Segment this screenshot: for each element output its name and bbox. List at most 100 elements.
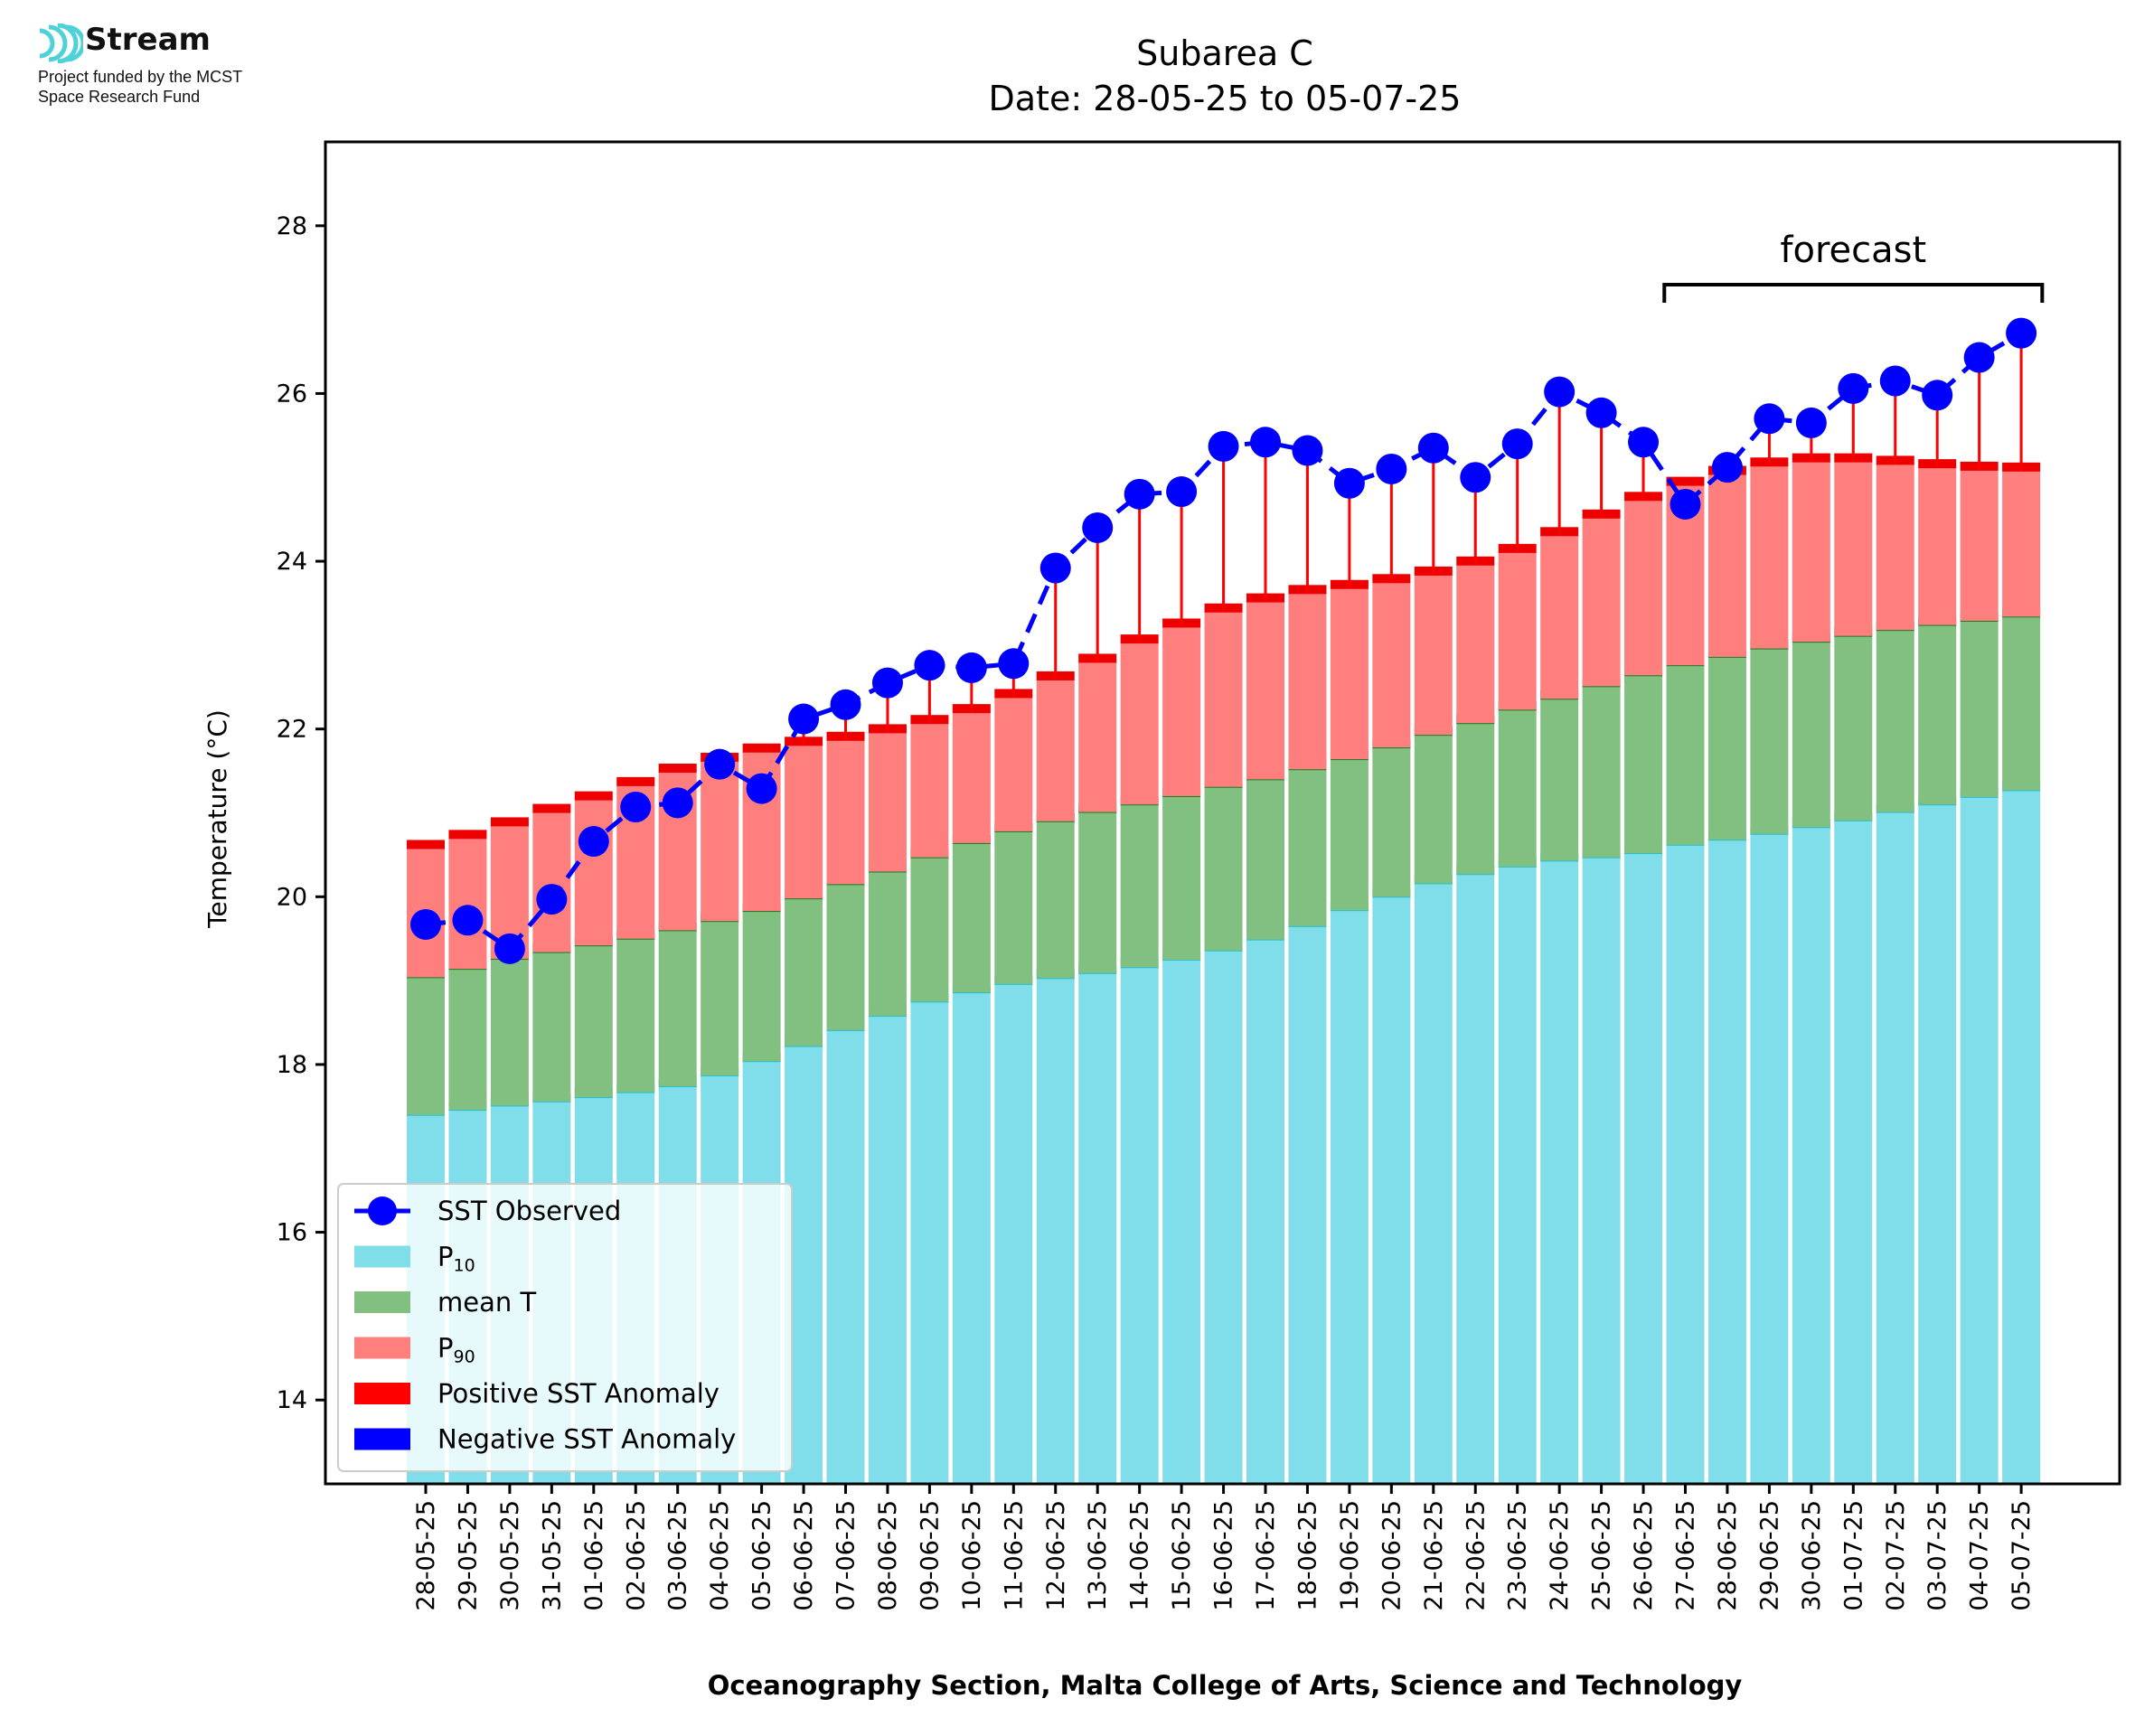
x-tick-label: 04-06-25 <box>706 1500 734 1611</box>
p90-bar <box>994 697 1033 831</box>
p10-bar <box>1120 967 1159 1484</box>
y-tick-label: 24 <box>277 548 307 576</box>
mean-t-bar <box>1456 723 1495 875</box>
forecast-bracket <box>1662 283 2045 303</box>
legend-swatch <box>354 1428 410 1450</box>
mean-t-bar <box>1540 699 1579 861</box>
mean-t-bar <box>1918 624 1957 805</box>
stream-logo: Stream Project funded by the MCST Space … <box>34 20 360 119</box>
p90-cap <box>574 791 613 801</box>
x-tick-label: 13-06-25 <box>1084 1500 1112 1611</box>
sst-observed-point <box>1670 488 1701 520</box>
x-tick-label: 15-06-25 <box>1168 1500 1196 1611</box>
mean-t-bar <box>1834 635 1873 821</box>
p90-cap <box>532 803 571 813</box>
mean-t-bar <box>1372 747 1411 897</box>
sst-observed-point <box>1082 511 1114 543</box>
x-tick-label: 22-06-25 <box>1462 1500 1490 1611</box>
y-tick-label: 16 <box>277 1219 307 1247</box>
sst-observed-point <box>1879 365 1911 397</box>
x-tick-label: 02-06-25 <box>622 1500 650 1611</box>
mean-t-bar <box>1078 812 1117 973</box>
x-tick-label: 02-07-25 <box>1882 1500 1910 1611</box>
x-tick-label: 05-06-25 <box>748 1500 776 1611</box>
sst-observed-point <box>1501 428 1533 460</box>
sst-observed-point <box>1376 453 1407 484</box>
mean-t-bar <box>910 857 949 1002</box>
p10-bar <box>1498 866 1537 1484</box>
mean-t-bar <box>574 945 613 1098</box>
legend-swatch <box>354 1383 410 1404</box>
p90-bar <box>2002 470 2041 617</box>
p90-bar <box>1372 582 1411 748</box>
forecast-label: forecast <box>1780 230 1926 271</box>
p90-bar <box>1456 564 1495 724</box>
p90-bar <box>1414 574 1453 736</box>
sst-observed-point <box>1417 432 1449 464</box>
mean-t-bar <box>658 930 697 1087</box>
mean-t-bar <box>785 898 823 1046</box>
x-tick-label: 03-07-25 <box>1924 1500 1952 1611</box>
p10-bar <box>952 992 991 1484</box>
y-tick-label: 26 <box>277 380 307 408</box>
sst-observed-point <box>1208 430 1239 462</box>
mean-t-bar <box>1876 630 1914 812</box>
mean-t-bar <box>1246 779 1284 940</box>
p90-bar <box>574 799 613 946</box>
p90-cap <box>407 840 445 849</box>
p90-bar <box>952 712 991 843</box>
sst-observed-point <box>1124 478 1155 510</box>
mean-t-bar <box>1750 648 1789 834</box>
x-tick-label: 04-07-25 <box>1966 1500 1994 1611</box>
mean-t-bar <box>1036 821 1075 979</box>
mean-t-bar <box>1707 656 1746 840</box>
mean-t-bar <box>952 842 991 993</box>
sst-observed-point <box>1838 372 1869 404</box>
mean-t-bar <box>2002 616 2041 791</box>
p90-bar <box>1036 679 1075 821</box>
p90-bar <box>785 745 823 899</box>
stream-waves-icon <box>39 23 83 63</box>
mean-t-bar <box>1666 665 1705 845</box>
sst-observed-point <box>955 652 987 683</box>
p90-bar <box>1918 467 1957 625</box>
legend-label: Negative SST Anomaly <box>437 1424 736 1455</box>
x-tick-label: 16-06-25 <box>1210 1500 1238 1611</box>
sst-observed-point <box>578 826 609 858</box>
x-tick-label: 27-06-25 <box>1672 1500 1700 1611</box>
mean-t-bar <box>701 921 739 1076</box>
y-tick-label: 18 <box>277 1051 307 1079</box>
x-tick-label: 09-06-25 <box>916 1500 944 1611</box>
sst-observed-point <box>1711 452 1743 483</box>
sst-observed-point <box>704 748 736 780</box>
p90-bar <box>1707 474 1746 657</box>
p10-bar <box>910 1001 949 1484</box>
x-tick-label: 20-06-25 <box>1378 1500 1406 1611</box>
p10-bar <box>1707 840 1746 1484</box>
p10-bar <box>868 1016 907 1484</box>
x-tick-label: 10-06-25 <box>958 1500 986 1611</box>
sst-observed-point <box>1922 380 1953 411</box>
y-tick-label: 28 <box>277 212 307 240</box>
mean-t-bar <box>1204 786 1243 951</box>
p90-cap <box>490 817 529 827</box>
sst-observed-point <box>746 773 777 804</box>
sst-observed-point <box>494 933 525 964</box>
x-tick-label: 05-07-25 <box>2008 1500 2036 1611</box>
sst-observed-point <box>662 787 693 819</box>
y-tick-label: 20 <box>277 883 307 911</box>
sst-observed-point <box>1166 476 1198 508</box>
mean-t-bar <box>1288 769 1327 926</box>
x-tick-label: 01-07-25 <box>1839 1500 1867 1611</box>
p10-bar <box>1834 820 1873 1484</box>
x-axis-label: Oceanography Section, Malta College of A… <box>708 1670 1743 1701</box>
legend-swatch <box>354 1291 410 1313</box>
p10-bar <box>1162 959 1201 1484</box>
legend-label: mean T <box>437 1287 536 1318</box>
sst-observed-point <box>871 667 903 699</box>
x-tick-label: 07-06-25 <box>832 1500 861 1611</box>
sst-observed-point <box>1754 403 1785 435</box>
x-tick-label: 08-06-25 <box>874 1500 902 1611</box>
sst-observed-point <box>914 650 945 681</box>
